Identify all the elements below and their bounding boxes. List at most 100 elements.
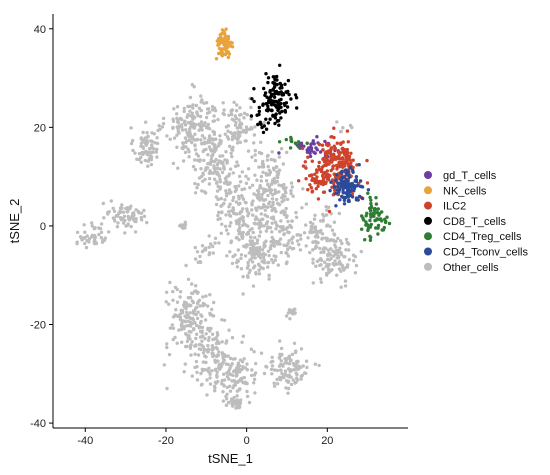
point-Other_cells <box>278 242 282 246</box>
point-Other_cells <box>250 368 254 372</box>
point-Other_cells <box>273 258 277 262</box>
point-Other_cells <box>270 235 274 240</box>
legend-swatch <box>424 171 432 179</box>
point-Other_cells <box>271 260 275 265</box>
point-Other_cells <box>239 398 243 402</box>
point-Other_cells <box>190 340 194 344</box>
point-Other_cells <box>152 132 156 136</box>
point-Other_cells <box>220 170 225 175</box>
point-ILC2 <box>365 158 369 163</box>
point-Other_cells <box>198 114 203 119</box>
point-Other_cells <box>92 227 97 231</box>
point-CD8_T_cells <box>257 105 261 110</box>
point-Other_cells <box>224 181 228 185</box>
point-CD4_Treg_cells <box>296 144 300 149</box>
point-Other_cells <box>200 244 205 248</box>
point-Other_cells <box>189 324 193 328</box>
point-Other_cells <box>239 113 243 117</box>
point-Other_cells <box>203 354 207 358</box>
point-ILC2 <box>333 188 337 192</box>
point-CD4_Treg_cells <box>296 140 301 144</box>
point-ILC2 <box>351 158 355 162</box>
point-Other_cells <box>213 389 217 393</box>
point-Other_cells <box>101 238 105 243</box>
point-Other_cells <box>277 355 282 360</box>
point-CD8_T_cells <box>269 94 274 98</box>
point-Other_cells <box>226 137 231 141</box>
point-Other_cells <box>319 258 324 262</box>
point-Other_cells <box>264 171 268 176</box>
point-Other_cells <box>207 182 212 186</box>
point-Other_cells <box>199 94 203 98</box>
point-Other_cells <box>230 336 235 340</box>
point-Other_cells <box>208 162 213 166</box>
point-Other_cells <box>319 280 323 284</box>
point-Other_cells <box>283 357 287 361</box>
point-Other_cells <box>228 389 233 393</box>
point-Other_cells <box>236 130 240 134</box>
point-Other_cells <box>178 295 182 299</box>
point-CD4_Treg_cells <box>366 224 371 228</box>
point-CD4_Treg_cells <box>368 212 373 217</box>
point-Other_cells <box>191 300 196 305</box>
point-Other_cells <box>296 378 300 382</box>
point-Other_cells <box>234 374 238 378</box>
point-Other_cells <box>142 214 147 218</box>
point-Other_cells <box>211 251 215 255</box>
point-CD4_Tconv_cells <box>351 170 355 174</box>
point-Other_cells <box>165 342 169 346</box>
point-Other_cells <box>175 341 179 345</box>
point-Other_cells <box>178 124 182 129</box>
point-CD4_Treg_cells <box>284 137 288 142</box>
point-Other_cells <box>342 268 346 272</box>
point-CD8_T_cells <box>263 91 268 95</box>
point-Other_cells <box>270 197 275 201</box>
point-Other_cells <box>332 232 336 236</box>
point-Other_cells <box>200 329 204 333</box>
point-Other_cells <box>201 360 206 364</box>
point-Other_cells <box>222 166 226 170</box>
point-Other_cells <box>164 290 169 294</box>
point-Other_cells <box>326 223 330 227</box>
point-Other_cells <box>221 160 225 164</box>
point-Other_cells <box>273 191 277 195</box>
point-Other_cells <box>139 144 143 148</box>
point-Other_cells <box>237 238 241 242</box>
point-Other_cells <box>239 379 244 383</box>
point-Other_cells <box>203 248 208 252</box>
point-Other_cells <box>225 158 229 163</box>
point-Other_cells <box>218 134 222 138</box>
point-Other_cells <box>278 225 282 229</box>
y-tick-label: -20 <box>30 320 46 332</box>
point-Other_cells <box>123 231 127 235</box>
legend-item-NK_cells: NK_cells <box>424 185 487 197</box>
point-Other_cells <box>178 290 183 294</box>
point-Other_cells <box>248 268 252 272</box>
point-Other_cells <box>195 250 200 254</box>
point-Other_cells <box>219 196 223 201</box>
point-Other_cells <box>283 369 288 373</box>
point-Other_cells <box>250 208 254 212</box>
point-CD8_T_cells <box>268 117 272 121</box>
point-CD4_Tconv_cells <box>341 191 345 195</box>
point-Other_cells <box>319 228 323 233</box>
point-Other_cells <box>141 146 146 150</box>
point-Other_cells <box>299 237 303 241</box>
point-Other_cells <box>289 189 293 193</box>
point-Other_cells <box>201 179 205 183</box>
point-Other_cells <box>278 237 283 241</box>
point-Other_cells <box>125 210 129 214</box>
point-Other_cells <box>299 347 304 351</box>
point-Other_cells <box>264 179 269 183</box>
point-Other_cells <box>238 211 242 216</box>
point-CD4_Treg_cells <box>369 222 373 227</box>
point-Other_cells <box>219 231 223 235</box>
point-CD8_T_cells <box>261 102 265 106</box>
point-Other_cells <box>262 255 266 260</box>
point-Other_cells <box>213 358 217 362</box>
point-Other_cells <box>189 321 193 325</box>
point-Other_cells <box>244 181 249 185</box>
point-Other_cells <box>296 367 300 371</box>
point-Other_cells <box>243 139 247 143</box>
point-Other_cells <box>171 119 176 124</box>
